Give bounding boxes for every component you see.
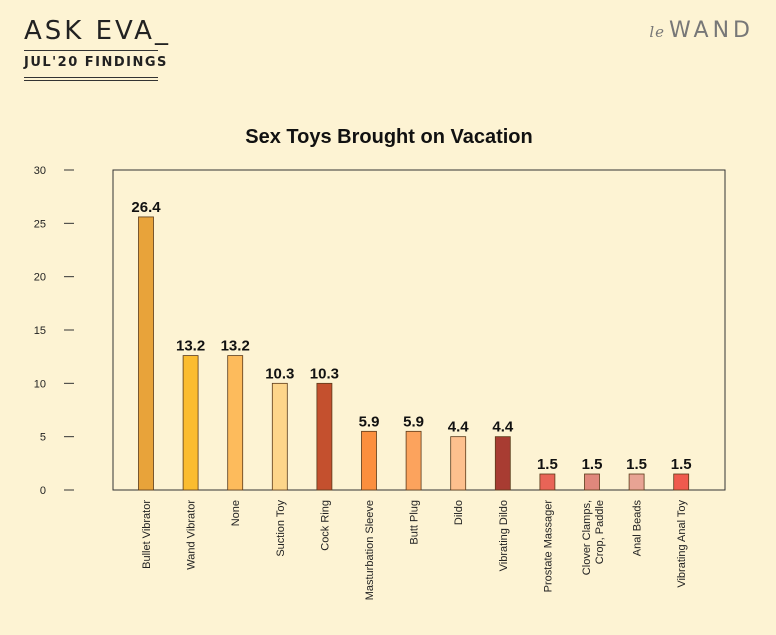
x-tick-label-line: Vibrating Dildo: [498, 500, 510, 571]
bar: [539, 473, 556, 491]
data-label: 1.5: [537, 456, 558, 473]
x-tick-label-line: Butt Plug: [409, 500, 421, 545]
brand-name: WAND: [669, 18, 754, 43]
data-label: 26.4: [131, 199, 161, 216]
y-tick-label: 25: [34, 218, 46, 230]
x-tick-label: Cock Ring: [319, 500, 331, 551]
data-label: 5.9: [359, 413, 380, 430]
bar: [673, 473, 690, 491]
bar: [182, 355, 199, 491]
data-label: 13.2: [221, 338, 250, 355]
y-tick-label: 15: [34, 325, 46, 337]
data-label: 4.4: [448, 419, 470, 436]
header-rule-bottom-2: [24, 80, 158, 81]
header-rule-bottom-1: [24, 77, 158, 78]
x-tick-label: Butt Plug: [409, 500, 421, 545]
bar: [405, 430, 422, 491]
x-tick-label: Vibrating Anal Toy: [676, 500, 688, 588]
header-rule-top: [24, 50, 158, 51]
y-tick-label: 5: [40, 432, 46, 444]
data-label: 1.5: [626, 456, 647, 473]
data-label: 1.5: [582, 456, 603, 473]
x-tick-label: None: [230, 500, 242, 526]
y-tick-label: 0: [40, 485, 46, 497]
x-tick-label-line: Anal Beads: [632, 500, 644, 557]
bar: [316, 382, 333, 491]
x-tick-label-line: Dildo: [453, 500, 465, 525]
y-tick-label: 30: [34, 165, 46, 177]
x-tick-label: Dildo: [453, 500, 465, 525]
bar: [138, 216, 154, 491]
x-tick-label: Wand Vibrator: [186, 500, 198, 570]
x-tick-label: Suction Toy: [275, 500, 287, 557]
bar: [584, 473, 600, 491]
page-subtitle: JUL'20 FINDINGS: [24, 55, 168, 70]
x-tick-label-line: Wand Vibrator: [186, 500, 198, 570]
x-tick-label: Clover Clamps, Crop, Paddle: [581, 500, 606, 575]
x-tick-label-line: Prostate Massager: [542, 500, 554, 593]
x-tick-label-line: Cock Ring: [319, 500, 331, 551]
x-tick-label: Masturbation Sleeve: [364, 500, 376, 600]
x-tick-label-line: Vibrating Anal Toy: [676, 500, 688, 588]
bar: [494, 436, 511, 491]
brand-logo: le WAND: [649, 18, 754, 43]
page-title: ASK EVA_: [24, 16, 171, 46]
data-label: 1.5: [671, 456, 692, 473]
data-label: 10.3: [310, 365, 339, 382]
x-tick-label-line: Clover Clamps,: [581, 500, 593, 575]
x-tick-label: Vibrating Dildo: [498, 500, 510, 571]
x-tick-label-line: Crop, Paddle: [594, 500, 606, 564]
x-tick-label-line: Suction Toy: [275, 500, 287, 557]
bar: [628, 473, 645, 491]
x-tick-label-line: Bullet Vibrator: [141, 500, 153, 569]
x-tick-label-line: None: [230, 500, 242, 526]
bar: [227, 355, 244, 491]
data-label: 10.3: [265, 365, 294, 382]
bar: [271, 382, 288, 491]
bar: [450, 436, 467, 491]
x-tick-label: Anal Beads: [632, 500, 644, 557]
y-tick-label: 20: [34, 272, 46, 284]
y-tick-label: 10: [34, 378, 46, 390]
data-label: 13.2: [176, 338, 205, 355]
x-tick-label-line: Masturbation Sleeve: [364, 500, 376, 600]
x-tick-label: Prostate Massager: [542, 500, 554, 593]
chart-title: Sex Toys Brought on Vacation: [245, 126, 532, 148]
x-tick-label: Bullet Vibrator: [141, 500, 153, 569]
data-label: 4.4: [492, 419, 514, 436]
brand-prefix: le: [649, 23, 665, 41]
data-label: 5.9: [403, 413, 424, 430]
bar: [361, 430, 377, 491]
